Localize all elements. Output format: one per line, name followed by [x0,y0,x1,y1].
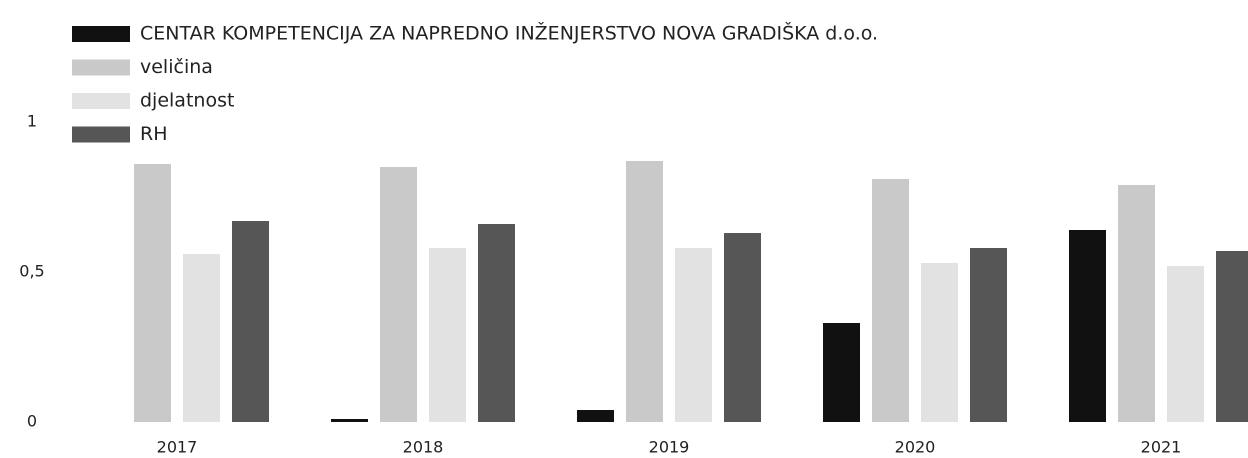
bar [232,221,269,422]
legend-label: RH [140,123,168,145]
bar [626,161,663,422]
x-tick-label: 2021 [1141,438,1182,457]
legend-label: CENTAR KOMPETENCIJA ZA NAPREDNO INŽENJER… [140,21,878,45]
bar [823,323,860,422]
y-tick-label: 0 [27,412,37,431]
y-tick-label: 1 [27,112,37,131]
legend-swatch [72,26,130,42]
bar [1069,230,1106,422]
x-tick-label: 2019 [649,438,690,457]
bar [970,248,1007,422]
bar [724,233,761,422]
x-tick-label: 2020 [895,438,936,457]
bar [1118,185,1155,422]
legend-label: djelatnost [140,90,234,112]
bar [675,248,712,422]
bar [380,167,417,422]
x-tick-label: 2018 [403,438,444,457]
x-tick-label: 2017 [157,438,198,457]
bar [1216,251,1248,422]
y-tick-label: 0,5 [19,262,44,281]
legend-swatch [72,93,130,109]
bar [331,419,368,422]
bar [429,248,466,422]
bar [872,179,909,422]
bar [1167,266,1204,422]
legend-swatch [72,126,130,143]
bar [577,410,614,422]
bar [134,164,171,422]
bar [478,224,515,422]
legend-swatch [72,59,130,76]
legend-label: veličina [140,56,213,78]
bar [183,254,220,422]
bar [921,263,958,422]
